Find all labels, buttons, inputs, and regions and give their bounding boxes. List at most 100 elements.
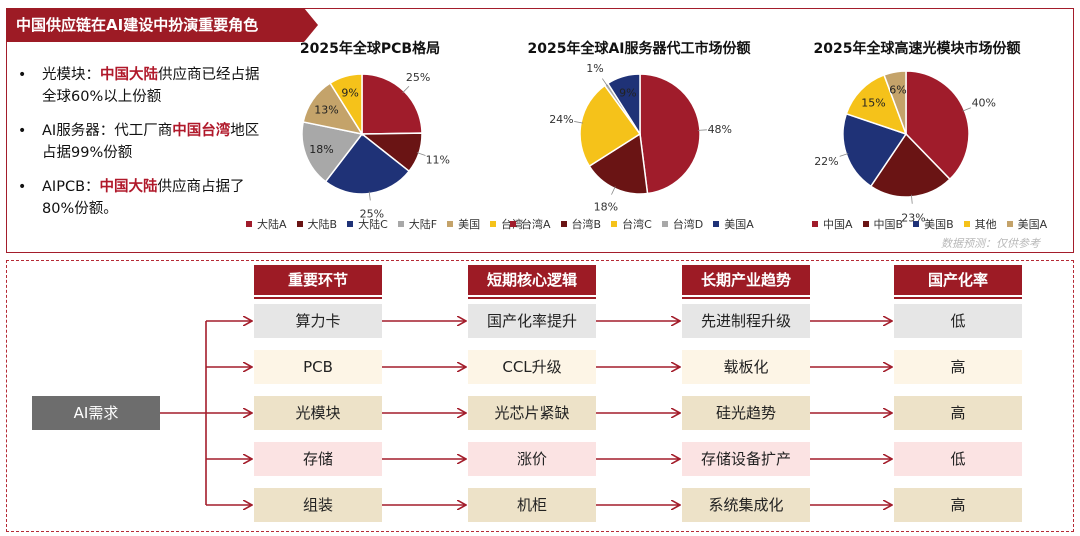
cell-rate-compute-card: 低 (894, 304, 1022, 338)
legend-item-美国A: 美国A (1006, 216, 1048, 232)
pie-label-台湾: 9% (341, 87, 358, 100)
pie-label-美国A: 6% (889, 83, 906, 96)
legend-label: 台湾D (672, 218, 704, 231)
legend-swatch-icon (963, 221, 970, 227)
legend-label: 台湾B (571, 218, 602, 231)
chart-title-optical-module: 2025年全球高速光模块市场份额 (813, 41, 1021, 57)
pie-leader-line (911, 194, 913, 204)
legend-label: 大陆B (307, 218, 338, 231)
legend-label: 大陆C (358, 218, 388, 231)
cell-link-pcb: PCB (254, 350, 382, 384)
legend-label: 其他 (974, 218, 997, 231)
cell-short-compute-card: 国产化率提升 (468, 304, 596, 338)
pie-label-美国: 13% (314, 103, 338, 116)
legend-swatch-icon (661, 221, 668, 227)
legend-swatch-icon (397, 221, 404, 227)
pie-label-美国B: 22% (814, 155, 838, 168)
bullet-text: 光模块：中国大陆供应商已经占据全球60%以上份额 (42, 67, 260, 105)
pie-leader-line (574, 121, 584, 124)
pie-leader-line (602, 78, 608, 87)
pie-leader-line (962, 107, 972, 112)
legend-label: 中国B (873, 218, 904, 231)
bullet-text: AI服务器：代工厂商中国台湾地区占据99%份额 (42, 123, 260, 161)
pie-label-台湾B: 18% (594, 200, 618, 213)
legend-label: 中国A (823, 218, 853, 231)
legend-item-台湾D: 台湾D (661, 216, 704, 232)
pie-label-大陆A: 25% (406, 71, 430, 84)
chart-title-ai-server: 2025年全球AI服务器代工市场份额 (527, 41, 751, 57)
pie-label-其他: 15% (861, 96, 885, 109)
header-long-term-trend: 长期产业趋势 (682, 265, 810, 299)
section-title: 中国供应链在AI建设中扮演重要角色 (6, 8, 318, 42)
legend-label: 大陆A (257, 218, 287, 231)
legend-item-美国: 美国 (447, 216, 480, 232)
cell-rate-pcb: 高 (894, 350, 1022, 384)
legend-item-台湾C: 台湾C (611, 216, 652, 232)
ai-server-pie-chart: 48% 18% 24% 1% 9% (549, 62, 732, 214)
market-share-panel (6, 8, 1074, 253)
legend-item-中国A: 中国A (812, 216, 853, 232)
cell-link-compute-card: 算力卡 (254, 304, 382, 338)
legend-item-台湾B: 台湾B (560, 216, 602, 232)
bullet-ai-server: • AI服务器：代工厂商中国台湾地区占据99%份额 (18, 120, 268, 164)
pie-label-美国A: 9% (619, 87, 636, 100)
cell-link-optical-module: 光模块 (254, 396, 382, 430)
pie-label-台湾A: 48% (708, 123, 732, 136)
bullet-dot-icon: • (18, 123, 27, 139)
legend-swatch-icon (812, 221, 818, 227)
cell-long-storage: 存储设备扩产 (682, 442, 810, 476)
pie-label-大陆C: 25% (360, 207, 384, 220)
legend-item-其他: 其他 (963, 216, 997, 232)
legend-label: 大陆F (408, 218, 438, 231)
pie-label-台湾C: 24% (549, 113, 573, 126)
pie-label-台湾D: 1% (586, 62, 603, 75)
cell-rate-optical-module: 高 (894, 396, 1022, 430)
legend-swatch-icon (296, 221, 303, 227)
legend-swatch-icon (490, 221, 497, 227)
cell-rate-assembly: 高 (894, 488, 1022, 522)
pie-slice-其他 (845, 73, 908, 136)
legend-swatch-icon (347, 221, 354, 227)
pie-label-中国B: 23% (901, 212, 925, 225)
cell-long-optical-module: 硅光趋势 (682, 396, 810, 430)
bullet-text: AIPCB：中国大陆供应商占据了80%份额。 (42, 179, 245, 217)
cell-long-pcb: 载板化 (682, 350, 810, 384)
data-forecast-note: 数据预测：仅供参考 (941, 237, 1040, 250)
legend-label: 美国A (1017, 218, 1048, 231)
bullet-dot-icon: • (18, 179, 27, 195)
legend-swatch-icon (560, 221, 567, 227)
pie-slice-台湾 (329, 73, 363, 137)
pie-leader-line (416, 152, 426, 156)
pie-label-大陆B: 11% (426, 154, 450, 167)
cell-short-optical-module: 光芯片紧缺 (468, 396, 596, 430)
cell-short-assembly: 机柜 (468, 488, 596, 522)
optical-module-pie-chart: 40% 23% 22% 15% 6% (814, 70, 996, 225)
legend-item-大陆A: 大陆A (246, 216, 287, 232)
ai-server-chart-legend: 台湾A 台湾B 台湾C 台湾D 美国A (510, 216, 764, 232)
optical-module-chart-legend: 中国A 中国B 美国B 其他 美国A (812, 216, 1057, 232)
legend-label: 美国 (458, 218, 481, 231)
legend-item-大陆B: 大陆B (296, 216, 338, 232)
cell-short-pcb: CCL升级 (468, 350, 596, 384)
pie-leader-line (368, 191, 371, 201)
legend-label: 美国B (924, 218, 954, 231)
cell-long-compute-card: 先进制程升级 (682, 304, 810, 338)
legend-item-台湾A: 台湾A (510, 216, 551, 232)
pie-slice-台湾A (639, 73, 701, 195)
legend-swatch-icon (611, 221, 618, 227)
pie-slice-美国A (883, 70, 907, 135)
legend-label: 美国A (724, 218, 754, 231)
pcb-pie-chart: 25% 11% 25% 18% 13%9% (301, 71, 450, 220)
pie-leader-line (611, 186, 616, 195)
pie-leader-line (697, 129, 707, 131)
header-short-term-logic: 短期核心逻辑 (468, 265, 596, 299)
legend-swatch-icon (447, 221, 454, 227)
cell-short-storage: 涨价 (468, 442, 596, 476)
legend-item-美国A: 美国A (713, 216, 754, 232)
legend-swatch-icon (246, 221, 252, 227)
key-points-list: • 光模块：中国大陆供应商已经占据全球60%以上份额 • AI服务器：代工厂商中… (18, 64, 268, 232)
cell-long-assembly: 系统集成化 (682, 488, 810, 522)
header-key-link: 重要环节 (254, 265, 382, 299)
bullet-dot-icon: • (18, 67, 27, 83)
legend-swatch-icon (1006, 221, 1013, 227)
